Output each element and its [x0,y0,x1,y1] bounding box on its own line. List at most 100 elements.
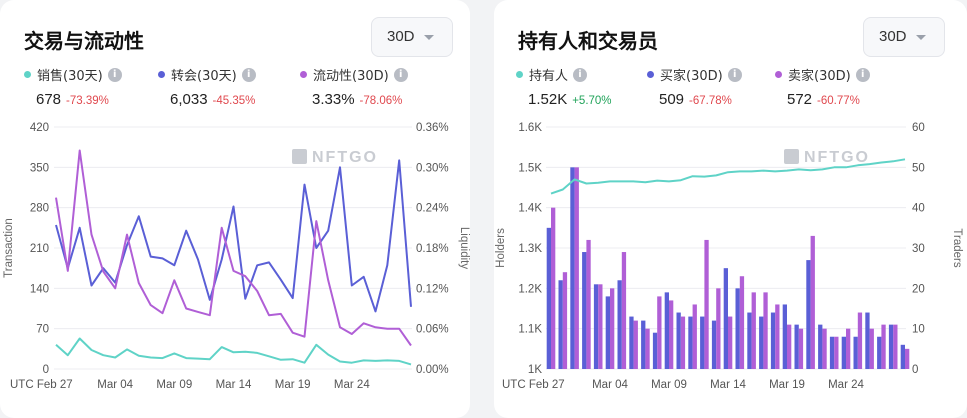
x-tick-label: Mar 04 [97,379,133,391]
info-icon[interactable]: i [241,67,256,82]
y2-tick-label: 50 [912,162,925,174]
bar-buyers [818,324,823,369]
bar-sellers [633,320,638,369]
bar-buyers [782,304,787,369]
stat-label: 卖家(30D) [788,69,851,84]
bar-sellers [846,328,851,369]
bar-sellers [551,207,556,369]
bar-buyers [546,227,551,369]
y2-tick-label: 40 [912,203,925,215]
bar-buyers [770,312,776,369]
legend-dot [647,71,654,78]
bar-sellers [787,324,792,369]
y2-axis-title: Traders [951,228,963,267]
bar-sellers [905,348,910,369]
bar-sellers [893,324,898,369]
y-tick-label: 70 [36,324,49,336]
bar-buyers [582,252,587,369]
info-icon[interactable]: i [393,67,408,82]
stat-liquidity: 流动性(30D) i 3.33% -78.06% [300,65,408,109]
x-tick-label: Mar 14 [710,379,746,391]
bar-buyers [735,288,740,369]
stat-change: -73.39% [66,95,109,107]
info-icon[interactable]: i [855,67,870,82]
bar-sellers [562,272,568,369]
x-tick-label: Mar 19 [275,379,311,391]
bar-sellers [822,328,827,369]
bar-sellers [586,239,591,369]
stat-sellers: 卖家(30D) i 572 -60.77% [775,65,870,109]
card-title: 持有人和交易员 [518,29,658,53]
stat-value: 509 [659,91,685,108]
line-liquidity [55,149,412,347]
y2-tick-label: 10 [912,324,925,336]
range-select-value: 30D [879,28,907,45]
chevron-down-icon [424,35,434,40]
x-tick-label: Mar 19 [769,379,805,391]
line-sales [55,337,412,366]
range-select[interactable]: 30D [863,17,945,57]
bar-buyers [900,344,905,369]
y-tick-label: 420 [30,122,49,134]
stat-label: 买家(30D) [660,69,723,84]
line-transfers [55,159,412,313]
y-tick-label: 1.5K [518,162,542,174]
stat-label: 销售(30天) [37,69,103,84]
bar-buyers [747,312,752,369]
bar-sellers [598,284,603,369]
range-select-value: 30D [387,28,415,45]
y-axis-title: Holders [495,228,507,268]
range-select[interactable]: 30D [371,17,453,57]
y2-tick-label: 20 [912,283,925,295]
legend-dot [158,71,165,78]
card-title: 交易与流动性 [24,29,144,53]
stat-transfers: 转会(30天) i 6,033 -45.35% [158,65,256,109]
bar-sellers [739,276,745,369]
stat-value: 1.52K [528,91,568,108]
bar-sellers [610,288,615,369]
y2-tick-label: 0.18% [416,243,449,255]
info-icon[interactable]: i [573,67,588,82]
stat-holders: 持有人 i 1.52K +5.70% [516,65,612,109]
bar-sellers [728,316,733,369]
bar-buyers [629,316,634,369]
stat-change: -67.78% [689,95,732,107]
x-tick-label: Mar 14 [216,379,252,391]
legend-dot [24,71,31,78]
y-tick-label: 1.6K [518,122,542,134]
bar-buyers [865,312,870,369]
y-tick-label: 350 [30,162,49,174]
info-icon[interactable]: i [107,67,122,82]
y-tick-label: 1.4K [518,203,542,215]
bar-sellers [857,312,863,369]
bar-buyers [688,316,693,369]
transactions-liquidity-card: 交易与流动性 30D 销售(30天) i 678 -73.39% 转会(30天) i … [0,0,470,418]
y2-tick-label: 0.36% [416,122,449,134]
bar-sellers [869,328,874,369]
bar-sellers [798,328,804,369]
bar-sellers [704,239,709,369]
bar-sellers [669,300,674,369]
stat-value: 572 [787,91,813,108]
bar-sellers [574,167,579,369]
legend-dot [775,71,782,78]
stat-buyers: 买家(30D) i 509 -67.78% [647,65,742,109]
bar-buyers [723,268,728,369]
y-tick-label: 140 [30,283,49,295]
y-tick-label: 0 [43,364,49,376]
y-tick-label: 280 [30,203,49,215]
bar-buyers [853,336,858,369]
stat-change: -45.35% [212,95,256,107]
stat-value: 6,033 [170,91,208,108]
y2-tick-label: 0.30% [416,162,449,174]
bar-sellers [775,304,780,369]
bar-buyers [617,280,622,369]
bar-buyers [888,324,894,369]
y-tick-label: 210 [30,243,49,255]
y2-tick-label: 0.06% [416,324,449,336]
bar-buyers [664,292,669,369]
bar-sellers [810,235,815,369]
info-icon[interactable]: i [727,67,742,82]
x-tick-label: Mar 09 [651,379,687,391]
bar-buyers [652,332,658,369]
